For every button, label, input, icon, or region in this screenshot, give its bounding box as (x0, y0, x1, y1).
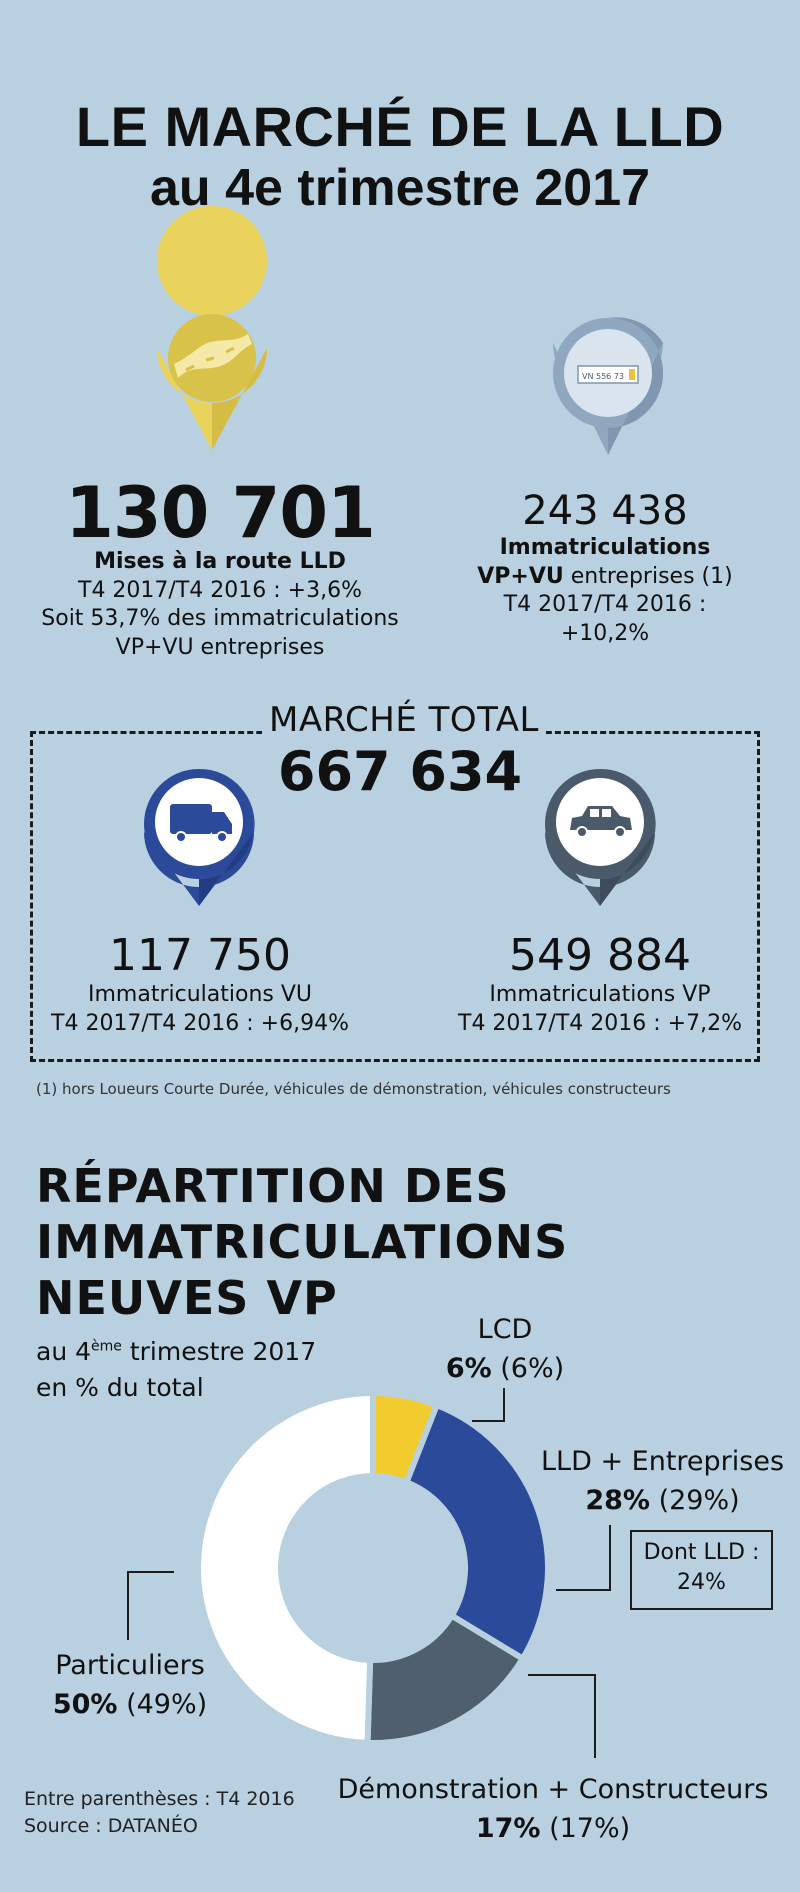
label-lld: LLD + Entreprises 28% (29%) (525, 1442, 800, 1520)
vu-label: Immatriculations VU (88, 982, 312, 1007)
label-demo: Démonstration + Constructeurs 17% (17%) (318, 1770, 788, 1848)
label-lcd-pct: 6% (445, 1353, 492, 1385)
vu-block: 117 750 Immatriculations VU T4 2017/T4 2… (40, 930, 360, 1038)
label-lld-name: LLD + Entreprises (540, 1446, 785, 1477)
label-lld-prev: (29%) (658, 1485, 740, 1517)
mises-change: T4 2017/T4 2016 : +3,6% (78, 577, 362, 603)
plate-text: VN 556 73 (582, 372, 624, 381)
label-particuliers-prev: (49%) (126, 1689, 208, 1721)
vp-value: 549 884 (509, 930, 691, 981)
vp-label: Immatriculations VP (489, 982, 711, 1007)
vp-block: 549 884 Immatriculations VP T4 2017/T4 2… (445, 930, 755, 1038)
car-icon (545, 768, 656, 906)
dont-lld-line1: Dont LLD : (643, 1540, 760, 1565)
section-subtitle: au 4ème trimestre 2017 en % du total (36, 1334, 316, 1407)
title-line2: au 4e trimestre 2017 (149, 158, 651, 217)
section-title-line3: NEUVES VP (36, 1271, 338, 1326)
note-text: Entre parenthèses : T4 2016 (24, 1788, 295, 1810)
label-lld-pct: 28% (585, 1485, 650, 1517)
dont-lld-line2: 24% (677, 1569, 726, 1595)
section-title: RÉPARTITION DES IMMATRICULATIONS NEUVES … (36, 1158, 568, 1326)
road-icon (157, 206, 268, 450)
source-text: Source : DATANÉO (24, 1814, 198, 1837)
license-plate-icon: VN 556 73 (553, 317, 663, 455)
mises-share-line1: Soit 53,7% des immatriculations (41, 606, 399, 632)
van-icon (144, 768, 255, 906)
title-line1: LE MARCHÉ DE LA LLD (75, 95, 725, 158)
mises-block: 130 701 Mises à la route LLD T4 2017/T4 … (0, 472, 440, 662)
mises-value: 130 701 (65, 472, 376, 554)
donut-chart (194, 1389, 551, 1747)
label-demo-name: Démonstration + Constructeurs (337, 1774, 769, 1805)
label-demo-pct: 17% (475, 1813, 541, 1845)
subtitle-post: trimestre 2017 (121, 1337, 317, 1366)
mises-label: Mises à la route LLD (94, 549, 346, 574)
vu-change: T4 2017/T4 2016 : +6,94% (51, 1010, 349, 1036)
donut-slice-lld-entreprises (402, 1401, 551, 1663)
label-lcd: LCD 6% (6%) (430, 1310, 580, 1388)
label-lcd-prev: (6%) (500, 1353, 565, 1385)
label-particuliers: Particuliers 50% (49%) (30, 1646, 230, 1724)
donut-slice-particuliers (194, 1389, 376, 1747)
immat-label-rest: entreprises (1) (563, 563, 733, 589)
mises-share-line2: VP+VU entreprises (115, 634, 325, 660)
immat-change-line2: +10,2% (560, 620, 650, 646)
vu-value: 117 750 (109, 930, 291, 981)
immat-label-bold: VP+VU (477, 563, 564, 589)
label-particuliers-pct: 50% (52, 1689, 118, 1721)
vp-change: T4 2017/T4 2016 : +7,2% (458, 1010, 742, 1036)
immat-change-line1: T4 2017/T4 2016 : (503, 592, 707, 618)
immat-value: 243 438 (522, 488, 688, 534)
immat-block: 243 438 Immatriculations VP+VU entrepris… (455, 488, 755, 648)
source-block: Entre parenthèses : T4 2016 Source : DAT… (24, 1786, 295, 1839)
immat-label-line2: VP+VU entreprises (1) (455, 563, 755, 592)
page-title: LE MARCHÉ DE LA LLD au 4e trimestre 2017 (0, 95, 800, 217)
section-title-line2: IMMATRICULATIONS (36, 1215, 569, 1270)
immat-label-line1: Immatriculations (499, 535, 711, 560)
section-title-line1: RÉPARTITION DES (36, 1159, 510, 1213)
subtitle-line2: en % du total (36, 1373, 204, 1403)
label-lcd-name: LCD (477, 1314, 533, 1345)
marche-total-label: MARCHÉ TOTAL (262, 700, 546, 740)
label-demo-prev: (17%) (549, 1813, 631, 1845)
subtitle-sup: ème (91, 1338, 122, 1355)
subtitle-pre: au 4 (36, 1337, 92, 1366)
label-particuliers-name: Particuliers (55, 1650, 205, 1681)
marche-total-value: 667 634 (277, 740, 523, 803)
dont-lld-box: Dont LLD : 24% (630, 1530, 773, 1610)
footnote: (1) hors Loueurs Courte Durée, véhicules… (36, 1080, 671, 1098)
leader-lines (127, 1388, 611, 1758)
